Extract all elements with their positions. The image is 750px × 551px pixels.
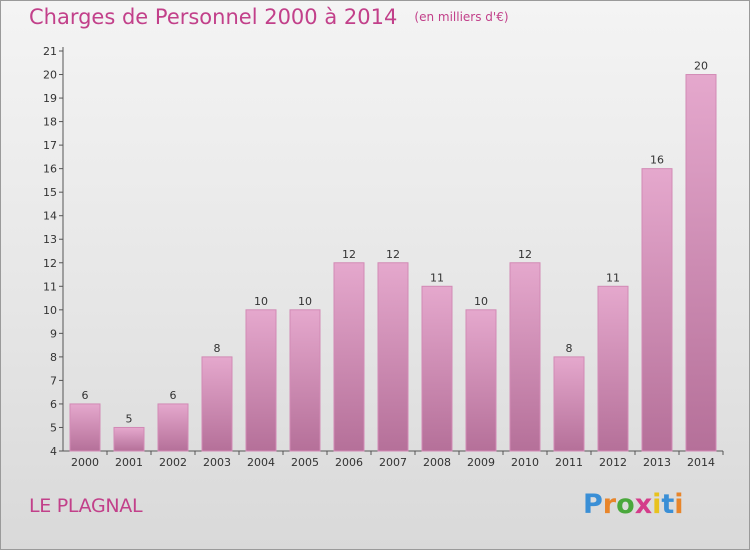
bar	[333, 262, 365, 452]
logo-letter: r	[602, 489, 617, 520]
x-tick-label: 2007	[379, 456, 407, 469]
chart-subtitle: (en milliers d'€)	[414, 10, 509, 24]
bar	[377, 262, 409, 452]
bar-layer	[69, 74, 717, 452]
title-row: Charges de Personnel 2000 à 2014 (en mil…	[29, 5, 509, 29]
data-label: 10	[254, 295, 268, 308]
bar	[201, 356, 233, 452]
bar	[509, 262, 541, 452]
x-tick-label: 2008	[423, 456, 451, 469]
x-tick-label: 2003	[203, 456, 231, 469]
proxiti-logo[interactable]: Proxiti	[583, 489, 684, 520]
bar	[641, 168, 673, 452]
bar	[597, 285, 629, 452]
x-tick-label: 2014	[687, 456, 715, 469]
y-tick-label: 15	[43, 186, 57, 199]
y-tick-label: 17	[43, 139, 57, 152]
bar	[289, 309, 321, 452]
x-tick-label: 2005	[291, 456, 319, 469]
logo-letter: o	[616, 489, 635, 520]
bar	[465, 309, 497, 452]
data-label: 16	[650, 154, 664, 167]
y-tick-label: 16	[43, 163, 57, 176]
x-tick-label: 2013	[643, 456, 671, 469]
data-label: 11	[430, 271, 444, 284]
y-tick-label: 8	[50, 351, 57, 364]
x-tick-label: 2009	[467, 456, 495, 469]
data-label: 11	[606, 271, 620, 284]
data-label: 12	[386, 248, 400, 261]
x-tick-label: 2010	[511, 456, 539, 469]
bar	[245, 309, 277, 452]
x-tick-label: 2012	[599, 456, 627, 469]
commune-name: LE PLAGNAL	[29, 495, 143, 517]
data-label: 6	[170, 389, 177, 402]
data-label: 10	[298, 295, 312, 308]
logo-letter: i	[652, 489, 662, 520]
x-tick-label: 2011	[555, 456, 583, 469]
data-label: 20	[694, 60, 708, 73]
y-tick-label: 7	[50, 374, 57, 387]
data-label: 12	[342, 248, 356, 261]
bar	[553, 356, 585, 452]
x-tick-label: 2006	[335, 456, 363, 469]
data-label: 8	[214, 342, 221, 355]
x-tick-label: 2002	[159, 456, 187, 469]
y-tick-label: 9	[50, 327, 57, 340]
y-tick-label: 20	[43, 69, 57, 82]
data-label: 5	[126, 412, 133, 425]
data-label: 10	[474, 295, 488, 308]
x-tick-label: 2000	[71, 456, 99, 469]
bar	[421, 285, 453, 452]
y-tick-label: 18	[43, 116, 57, 129]
logo-letter: t	[661, 489, 675, 520]
y-tick-label: 13	[43, 233, 57, 246]
x-tick-label: 2001	[115, 456, 143, 469]
logo-letter: i	[674, 489, 684, 520]
data-label: 8	[566, 342, 573, 355]
y-tick-label: 21	[43, 45, 57, 58]
y-tick-label: 6	[50, 398, 57, 411]
y-tick-label: 4	[50, 445, 57, 458]
y-tick-label: 12	[43, 257, 57, 270]
label-layer: 2000 6 2001 5 2002 6 2003 8 2004 10 2005 10 2006 12 20…	[71, 60, 715, 469]
bar	[685, 74, 717, 452]
data-label: 12	[518, 248, 532, 261]
logo-letter: x	[634, 489, 653, 520]
y-tick-label: 19	[43, 92, 57, 105]
y-tick-label: 5	[50, 421, 57, 434]
bar	[113, 426, 145, 452]
bar	[69, 403, 101, 452]
bar	[157, 403, 189, 452]
x-tick-label: 2004	[247, 456, 275, 469]
logo-letter: P	[583, 489, 603, 520]
y-tick-label: 14	[43, 210, 57, 223]
chart-title: Charges de Personnel 2000 à 2014	[29, 5, 398, 29]
data-label: 6	[82, 389, 89, 402]
y-tick-label: 11	[43, 280, 57, 293]
y-tick-label: 10	[43, 304, 57, 317]
